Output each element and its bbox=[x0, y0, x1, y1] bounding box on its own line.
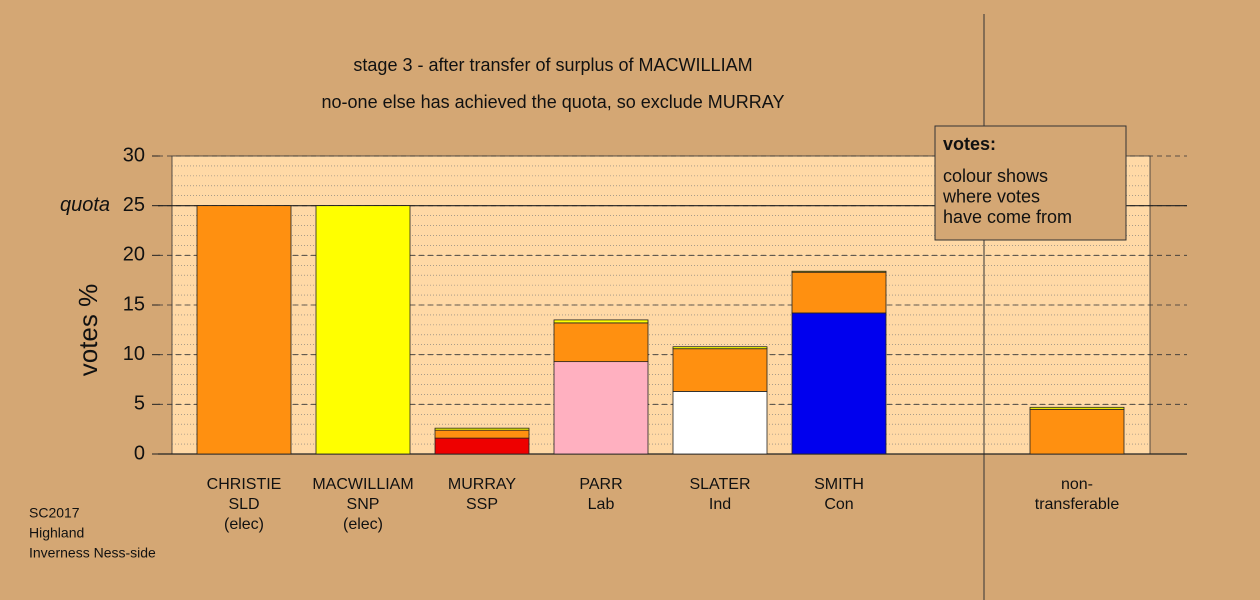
y-tick-label: 20 bbox=[123, 244, 145, 266]
legend-text: colour shows bbox=[943, 166, 1048, 186]
legend-box bbox=[934, 125, 1127, 241]
x-tick-label: MACWILLIAM bbox=[312, 476, 413, 493]
x-tick-label: Con bbox=[824, 496, 853, 513]
chart-subtitle: no-one else has achieved the quota, so e… bbox=[322, 92, 785, 112]
y-tick-label: 15 bbox=[123, 293, 145, 315]
bar-segment bbox=[434, 429, 530, 439]
x-tick-label: SLATER bbox=[689, 476, 750, 493]
bar-segment bbox=[315, 205, 411, 455]
x-tick-label: PARR bbox=[579, 476, 622, 493]
footnote-line: SC2017 bbox=[29, 505, 80, 521]
bar-segment bbox=[672, 348, 768, 392]
x-tick-label: SMITH bbox=[814, 476, 864, 493]
y-tick-label: 25 bbox=[123, 194, 145, 216]
bar-segment bbox=[553, 319, 649, 324]
x-tick-label: (elec) bbox=[343, 516, 383, 533]
bar-segment bbox=[553, 361, 649, 455]
legend-title: votes: bbox=[943, 134, 996, 154]
x-tick-label: SSP bbox=[466, 496, 498, 513]
x-tick-label: non- bbox=[1061, 476, 1093, 493]
bar-segment bbox=[672, 391, 768, 455]
x-tick-label: CHRISTIE bbox=[207, 476, 282, 493]
bar-segment bbox=[553, 322, 649, 363]
x-tick-label: MURRAY bbox=[448, 476, 516, 493]
y-tick-label: 30 bbox=[123, 144, 145, 166]
bar-segment bbox=[434, 437, 530, 455]
chart-title: stage 3 - after transfer of surplus of M… bbox=[353, 55, 752, 75]
x-tick-label: (elec) bbox=[224, 516, 264, 533]
x-tick-label: SLD bbox=[228, 496, 259, 513]
footnote-line: Highland bbox=[29, 525, 84, 541]
y-axis-label: votes % bbox=[73, 284, 103, 377]
bar-segment bbox=[434, 427, 530, 431]
bar-segment bbox=[196, 205, 292, 455]
bar-segment bbox=[791, 312, 887, 455]
x-tick-label: Ind bbox=[709, 496, 731, 513]
footnote-line: Inverness Ness-side bbox=[29, 545, 156, 561]
x-tick-label: SNP bbox=[347, 496, 380, 513]
x-tick-label: transferable bbox=[1035, 496, 1120, 513]
y-tick-label: 10 bbox=[123, 343, 145, 365]
y-tick-label: 0 bbox=[134, 442, 145, 464]
bar-segment bbox=[791, 271, 887, 314]
bar-segment bbox=[672, 346, 768, 350]
quota-label: quota bbox=[60, 194, 110, 216]
legend-text: where votes bbox=[942, 186, 1040, 206]
bar-segment bbox=[1029, 408, 1125, 455]
bar-segment bbox=[791, 270, 887, 273]
bar-segment bbox=[1029, 406, 1125, 410]
x-tick-label: Lab bbox=[588, 496, 615, 513]
legend-text: have come from bbox=[943, 207, 1072, 227]
y-tick-label: 5 bbox=[134, 393, 145, 415]
